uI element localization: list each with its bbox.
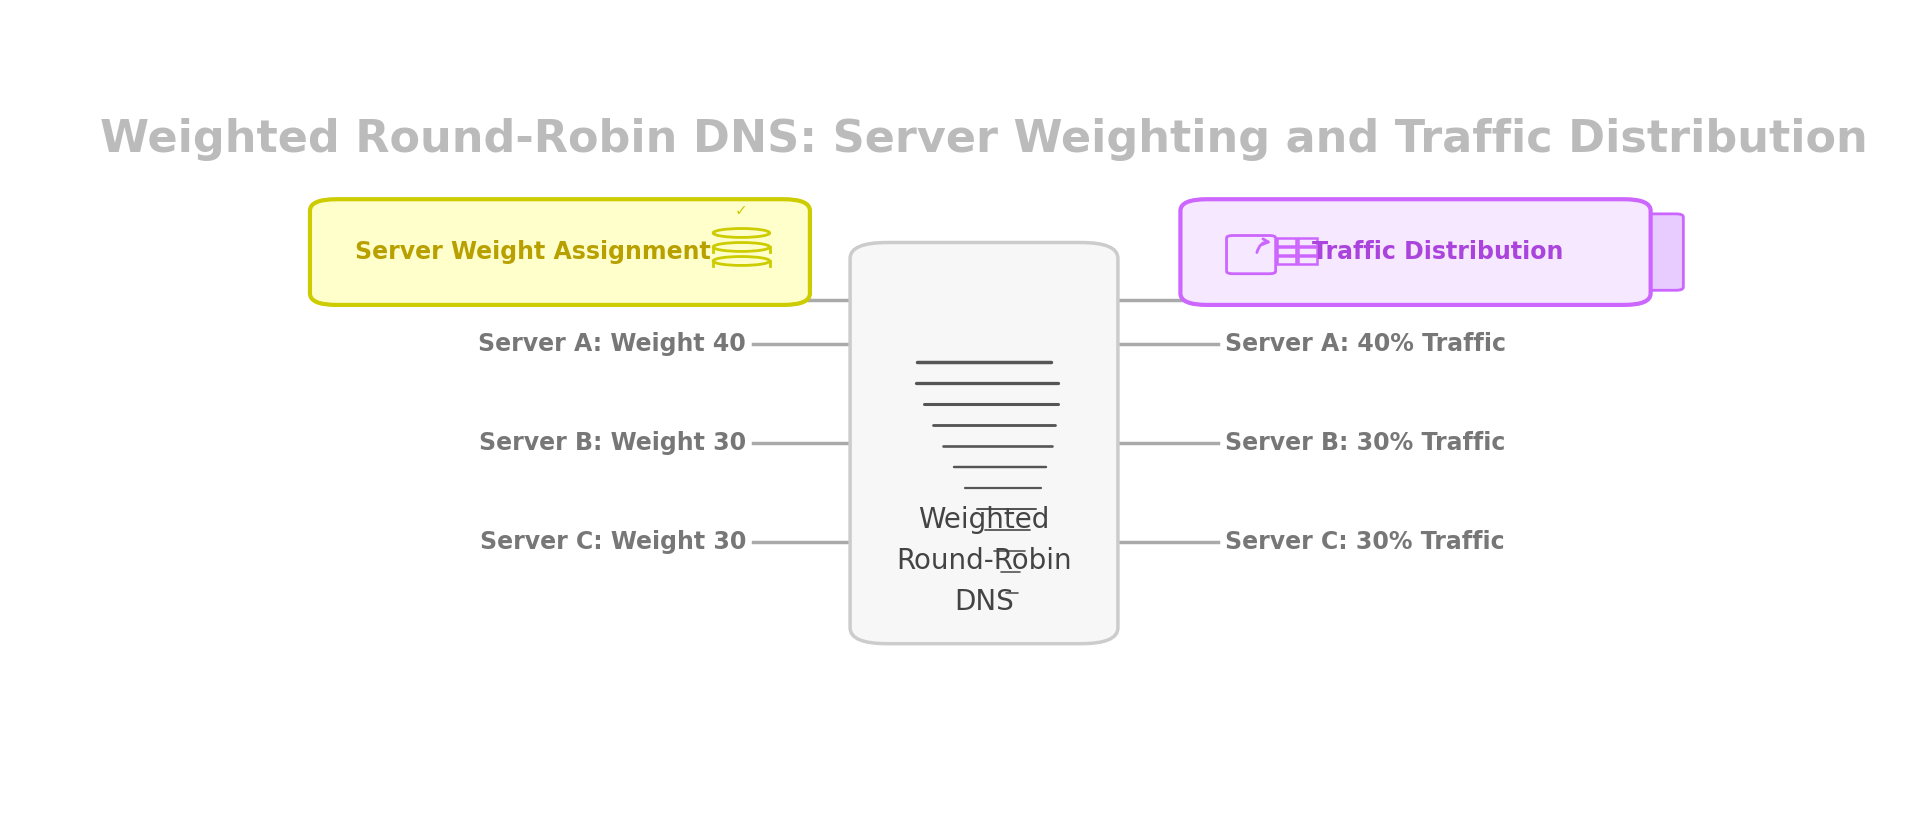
FancyBboxPatch shape <box>1609 220 1668 284</box>
Text: Server B: 30% Traffic: Server B: 30% Traffic <box>1225 431 1505 455</box>
Text: Traffic Distribution: Traffic Distribution <box>1311 240 1563 264</box>
Text: Server Weight Assignment: Server Weight Assignment <box>355 240 710 264</box>
FancyBboxPatch shape <box>1609 214 1684 290</box>
Text: Server C: 30% Traffic: Server C: 30% Traffic <box>1225 530 1505 554</box>
FancyBboxPatch shape <box>309 199 810 305</box>
Text: Server A: Weight 40: Server A: Weight 40 <box>478 332 745 356</box>
Text: Server B: Weight 30: Server B: Weight 30 <box>478 431 745 455</box>
Text: Weighted
Round-Robin
DNS: Weighted Round-Robin DNS <box>897 506 1071 616</box>
Text: Server C: Weight 30: Server C: Weight 30 <box>480 530 745 554</box>
FancyBboxPatch shape <box>1181 199 1651 305</box>
Text: ✓: ✓ <box>735 203 747 218</box>
FancyBboxPatch shape <box>851 242 1117 643</box>
Text: Server A: 40% Traffic: Server A: 40% Traffic <box>1225 332 1505 356</box>
Text: Weighted Round-Robin DNS: Server Weighting and Traffic Distribution: Weighted Round-Robin DNS: Server Weighti… <box>100 118 1868 161</box>
